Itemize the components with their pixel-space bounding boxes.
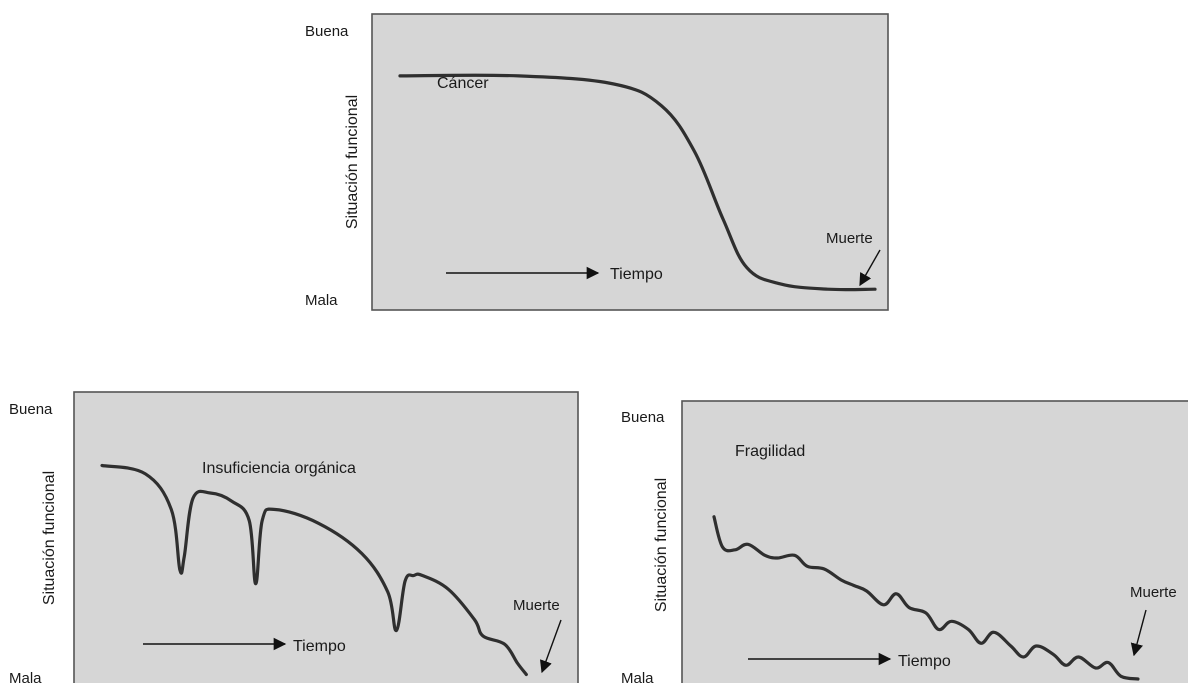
y-axis-title: Situación funcional xyxy=(653,478,670,612)
death-label: Muerte xyxy=(513,597,560,614)
y-axis-bottom-label: Mala xyxy=(305,292,338,309)
y-axis-title: Situación funcional xyxy=(344,95,361,229)
death-label: Muerte xyxy=(826,230,873,247)
y-axis-title: Situación funcional xyxy=(41,471,58,605)
y-axis-bottom-label: Mala xyxy=(9,670,42,683)
curve-label: Fragilidad xyxy=(735,443,805,460)
time-label: Tiempo xyxy=(898,653,951,670)
curve-label: Cáncer xyxy=(437,75,489,92)
chart-panel-3: Fragilidad Buena Mala Situación funcional Ti… xyxy=(621,400,1188,683)
death-arrow xyxy=(1130,609,1147,657)
series-line xyxy=(712,515,1140,681)
plot-area xyxy=(73,391,579,683)
y-axis-top-label: Buena xyxy=(305,23,349,40)
plot-area xyxy=(681,400,1188,683)
death-arrow xyxy=(859,249,881,287)
plot-area xyxy=(371,13,889,311)
series-line xyxy=(398,73,877,292)
death-arrow xyxy=(539,619,562,674)
chart-panel-1: Cáncer Buena Mala Situación funcional Tiempo… xyxy=(305,13,889,311)
series-line xyxy=(100,463,528,677)
y-axis-top-label: Buena xyxy=(9,401,53,418)
chart-panel-2: Insuficiencia orgánica Buena Mala Situación… xyxy=(9,391,579,683)
chart-panels: Cáncer Buena Mala Situación funcional Tiempo… xyxy=(9,13,1188,683)
time-label: Tiempo xyxy=(610,266,663,283)
y-axis-top-label: Buena xyxy=(621,409,665,426)
y-axis-bottom-label: Mala xyxy=(621,670,654,683)
death-label: Muerte xyxy=(1130,584,1177,601)
curve-label: Insuficiencia orgánica xyxy=(202,460,356,477)
time-label: Tiempo xyxy=(293,638,346,655)
